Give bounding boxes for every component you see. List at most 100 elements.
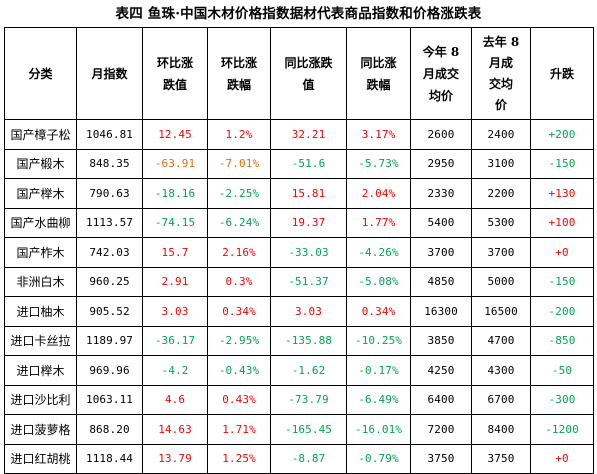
last-year-price-cell: 3700	[471, 237, 531, 268]
yoy-change-value-cell: 15.81	[270, 178, 347, 209]
monthly-index-cell: 790.63	[76, 178, 143, 209]
table-row: 进口菠萝格 868.20 14.63 1.71% -165.45 -16.01% 7200 8…	[4, 414, 594, 445]
mom-change-pct-cell: -6.24%	[207, 207, 271, 238]
price-change-cell: -150	[530, 148, 594, 179]
yoy-change-pct-cell: -5.08%	[346, 266, 411, 297]
table-row: 进口卡丝拉 1189.97 -36.17 -2.95% -135.88 -10.25% 38…	[4, 325, 594, 356]
mom-change-pct-cell: 0.3%	[207, 266, 271, 297]
monthly-index-cell: 1189.97	[76, 325, 143, 356]
monthly-index-cell: 1118.44	[76, 443, 143, 474]
yoy-change-pct-cell: -4.26%	[346, 237, 411, 268]
yoy-change-pct-cell: -10.25%	[346, 325, 411, 356]
wood-category-cell: 国产水曲柳	[4, 207, 77, 238]
monthly-index-cell: 905.52	[76, 296, 143, 327]
last-year-price-cell: 3100	[471, 148, 531, 179]
yoy-change-value-cell: 19.37	[270, 207, 347, 238]
header-yoy-change-value: 同比涨跌 值	[270, 27, 347, 120]
monthly-index-cell: 868.20	[76, 414, 143, 445]
yoy-change-value-cell: -8.87	[270, 443, 347, 474]
last-year-price-cell: 4700	[471, 325, 531, 356]
last-year-price-cell: 3750	[471, 443, 531, 474]
header-last-year-avg-price: 去年 8 月成 交均 价	[471, 27, 531, 120]
mom-change-value-cell: -18.16	[142, 178, 208, 209]
mom-change-pct-cell: 0.34%	[207, 296, 271, 327]
table-row: 进口柚木 905.52 3.03 0.34% 3.03 0.34% 16300 16500 -2…	[4, 296, 594, 327]
mom-change-pct-cell: -2.95%	[207, 325, 271, 356]
yoy-change-value-cell: -135.88	[270, 325, 347, 356]
last-year-price-cell: 2200	[471, 178, 531, 209]
header-this-year-avg-price-line1: 今年 8	[422, 44, 460, 59]
monthly-index-cell: 960.25	[76, 266, 143, 297]
table-row: 国产柞木 742.03 15.7 2.16% -33.03 -4.26% 3700 3700 +…	[4, 237, 594, 268]
this-year-price-cell: 2950	[410, 148, 472, 179]
mom-change-pct-cell: -0.43%	[207, 355, 271, 386]
this-year-price-cell: 3700	[410, 237, 472, 268]
wood-category-cell: 国产柞木	[4, 237, 77, 268]
last-year-price-cell: 8400	[471, 414, 531, 445]
header-this-year-avg-price-line3: 均价	[428, 88, 453, 103]
last-year-price-cell: 6700	[471, 384, 531, 415]
wood-category-cell: 进口沙比利	[4, 384, 77, 415]
wood-category-cell: 国产樟子松	[4, 119, 77, 150]
table-body: 国产樟子松 1046.81 12.45 1.2% 32.21 3.17% 2600 2400 +…	[4, 119, 594, 474]
mom-change-pct-cell: 1.2%	[207, 119, 271, 150]
this-year-price-cell: 4850	[410, 266, 472, 297]
yoy-change-value-cell: 32.21	[270, 119, 347, 150]
yoy-change-value-cell: -73.79	[270, 384, 347, 415]
monthly-index-cell: 1046.81	[76, 119, 143, 150]
yoy-change-pct-cell: -0.79%	[346, 443, 411, 474]
header-mom-change-pct-line1: 环比涨	[220, 55, 257, 70]
price-change-cell: -850	[530, 325, 594, 356]
this-year-price-cell: 5400	[410, 207, 472, 238]
header-mom-change-pct: 环比涨 跌幅	[207, 27, 271, 120]
price-change-cell: -200	[530, 296, 594, 327]
monthly-index-cell: 1063.11	[76, 384, 143, 415]
last-year-price-cell: 5000	[471, 266, 531, 297]
last-year-price-cell: 4300	[471, 355, 531, 386]
mom-change-value-cell: 14.63	[142, 414, 208, 445]
header-mom-change-pct-line2: 跌幅	[226, 77, 251, 92]
wood-category-cell: 进口柚木	[4, 296, 77, 327]
price-index-table: 分类 月指数 环比涨 跌值 环比涨 跌幅 同比涨跌 值 同比涨 跌幅 今	[4, 27, 594, 474]
yoy-change-value-cell: -51.37	[270, 266, 347, 297]
mom-change-value-cell: 4.6	[142, 384, 208, 415]
mom-change-value-cell: 3.03	[142, 296, 208, 327]
header-last-year-avg-price-line3: 交均	[488, 76, 513, 91]
monthly-index-cell: 742.03	[76, 237, 143, 268]
wood-category-cell: 进口卡丝拉	[4, 325, 77, 356]
table-row: 国产榉木 790.63 -18.16 -2.25% 15.81 2.04% 2330 2200…	[4, 178, 594, 209]
wood-category-cell: 进口菠萝格	[4, 414, 77, 445]
mom-change-value-cell: 13.79	[142, 443, 208, 474]
price-change-cell: +100	[530, 207, 594, 238]
wood-category-cell: 国产榉木	[4, 178, 77, 209]
price-change-cell: -300	[530, 384, 594, 415]
header-yoy-change-pct-line2: 跌幅	[366, 77, 391, 92]
yoy-change-value-cell: -33.03	[270, 237, 347, 268]
price-change-cell: -50	[530, 355, 594, 386]
mom-change-value-cell: -74.15	[142, 207, 208, 238]
yoy-change-pct-cell: 1.77%	[346, 207, 411, 238]
price-change-cell: +200	[530, 119, 594, 150]
monthly-index-cell: 969.96	[76, 355, 143, 386]
yoy-change-value-cell: -1.62	[270, 355, 347, 386]
table-header-row: 分类 月指数 环比涨 跌值 环比涨 跌幅 同比涨跌 值 同比涨 跌幅 今	[4, 27, 594, 120]
mom-change-pct-cell: 1.71%	[207, 414, 271, 445]
monthly-index-cell: 848.35	[76, 148, 143, 179]
mom-change-pct-cell: -2.25%	[207, 178, 271, 209]
mom-change-value-cell: 2.91	[142, 266, 208, 297]
yoy-change-pct-cell: -16.01%	[346, 414, 411, 445]
yoy-change-pct-cell: 2.04%	[346, 178, 411, 209]
price-change-cell: -150	[530, 266, 594, 297]
mom-change-pct-cell: -7.01%	[207, 148, 271, 179]
yoy-change-pct-cell: -0.17%	[346, 355, 411, 386]
header-last-year-avg-price-line1: 去年 8	[482, 34, 520, 49]
header-yoy-change-pct-line1: 同比涨	[360, 55, 397, 70]
this-year-price-cell: 3850	[410, 325, 472, 356]
header-yoy-change-pct: 同比涨 跌幅	[346, 27, 411, 120]
table-row: 进口沙比利 1063.11 4.6 0.43% -73.79 -6.49% 6400 6700…	[4, 384, 594, 415]
price-change-cell: +0	[530, 237, 594, 268]
header-monthly-index-line: 月指数	[91, 66, 128, 81]
mom-change-value-cell: 15.7	[142, 237, 208, 268]
price-change-cell: -1200	[530, 414, 594, 445]
wood-category-cell: 国产椴木	[4, 148, 77, 179]
